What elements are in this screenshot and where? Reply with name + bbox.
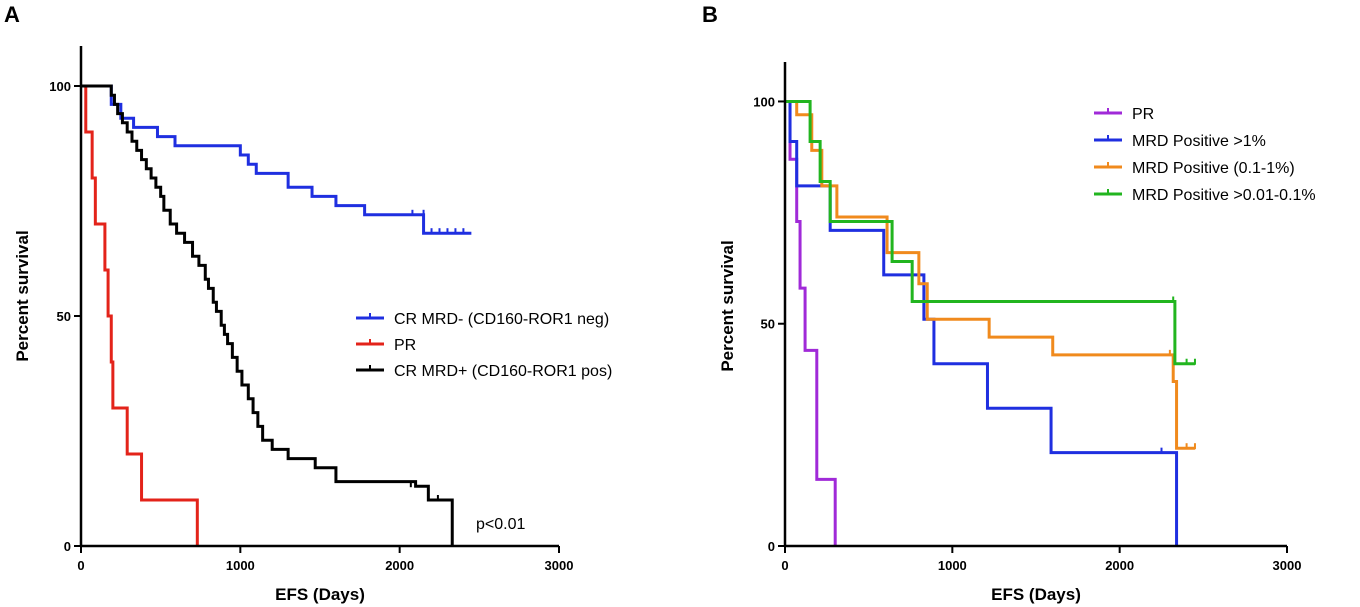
panel-b-y-tick-label: 100 — [753, 94, 775, 109]
panel-a-y-title: Percent survival — [13, 230, 32, 361]
panel-b-x-title: EFS (Days) — [991, 585, 1081, 604]
panel-a-chart: 0 1000 2000 3000 0 50 100 CR MRD- (CD160-ROR1 … — [13, 46, 612, 604]
panel-b-y-title: Percent survival — [718, 240, 737, 371]
panel-b-legend-label: MRD Positive (0.1-1%) — [1132, 160, 1295, 177]
panel-a-x-tick-label: 0 — [77, 558, 84, 573]
panel-a-x-title: EFS (Days) — [275, 585, 365, 604]
panel-a-legend-label: CR MRD+ (CD160-ROR1 pos) — [394, 363, 612, 380]
panel-b-legend-label: MRD Positive >1% — [1132, 133, 1266, 150]
panel-a-marks — [81, 84, 472, 546]
panel-b-legend-label: MRD Positive >0.01-0.1% — [1132, 187, 1316, 204]
panel-a-series-pr — [81, 84, 199, 546]
panel-a-ticks: 0 1000 2000 3000 0 50 100 — [49, 79, 573, 573]
panel-a-y-tick-label: 0 — [64, 539, 71, 554]
panel-a-series-cr-mrd-cd160-ror1-pos — [81, 84, 454, 546]
panel-a-x-tick-label: 1000 — [226, 558, 255, 573]
panel-a-series-cr-mrd-cd160-ror1-neg — [81, 84, 472, 235]
panel-a-y-tick-label: 50 — [57, 309, 71, 324]
panel-a-letter: A — [4, 2, 20, 27]
panel-b-letter: B — [702, 2, 718, 27]
panel-b-legend: PR MRD Positive >1% MRD Positive (0.1-1%) M… — [1094, 106, 1316, 204]
panel-b-x-tick-label: 0 — [781, 558, 788, 573]
panel-b-y-tick-label: 0 — [768, 539, 775, 554]
panel-a-legend-label: PR — [394, 337, 416, 354]
panel-b-legend-label: PR — [1132, 106, 1154, 123]
panel-b-series-mrd-positive-0-1-1 — [785, 99, 1195, 450]
panel-a-p-value: p<0.01 — [476, 516, 525, 533]
panel-b-y-tick-label: 50 — [761, 317, 775, 332]
panel-b-series-pr — [785, 99, 837, 546]
panel-a-y-tick-label: 100 — [49, 79, 71, 94]
panel-a-legend-label: CR MRD- (CD160-ROR1 neg) — [394, 311, 609, 328]
panel-b-marks — [785, 99, 1196, 546]
panel-b-x-tick-label: 3000 — [1273, 558, 1302, 573]
panel-a-legend: CR MRD- (CD160-ROR1 neg) PR CR MRD+ (CD160… — [356, 311, 612, 380]
panel-a-x-tick-label: 2000 — [385, 558, 414, 573]
panel-a-x-tick-label: 3000 — [545, 558, 574, 573]
panel-b-x-tick-label: 2000 — [1105, 558, 1134, 573]
panel-b-x-tick-label: 1000 — [938, 558, 967, 573]
panel-b-series-mrd-positive-0-01-0-1 — [785, 99, 1195, 366]
panel-b-series-mrd-positive-1 — [785, 99, 1179, 546]
panel-b-chart: 0 1000 2000 3000 0 50 100 PR MRD Positive >1% MR… — [718, 62, 1316, 604]
panel-b-ticks: 0 1000 2000 3000 0 50 100 — [753, 94, 1301, 573]
